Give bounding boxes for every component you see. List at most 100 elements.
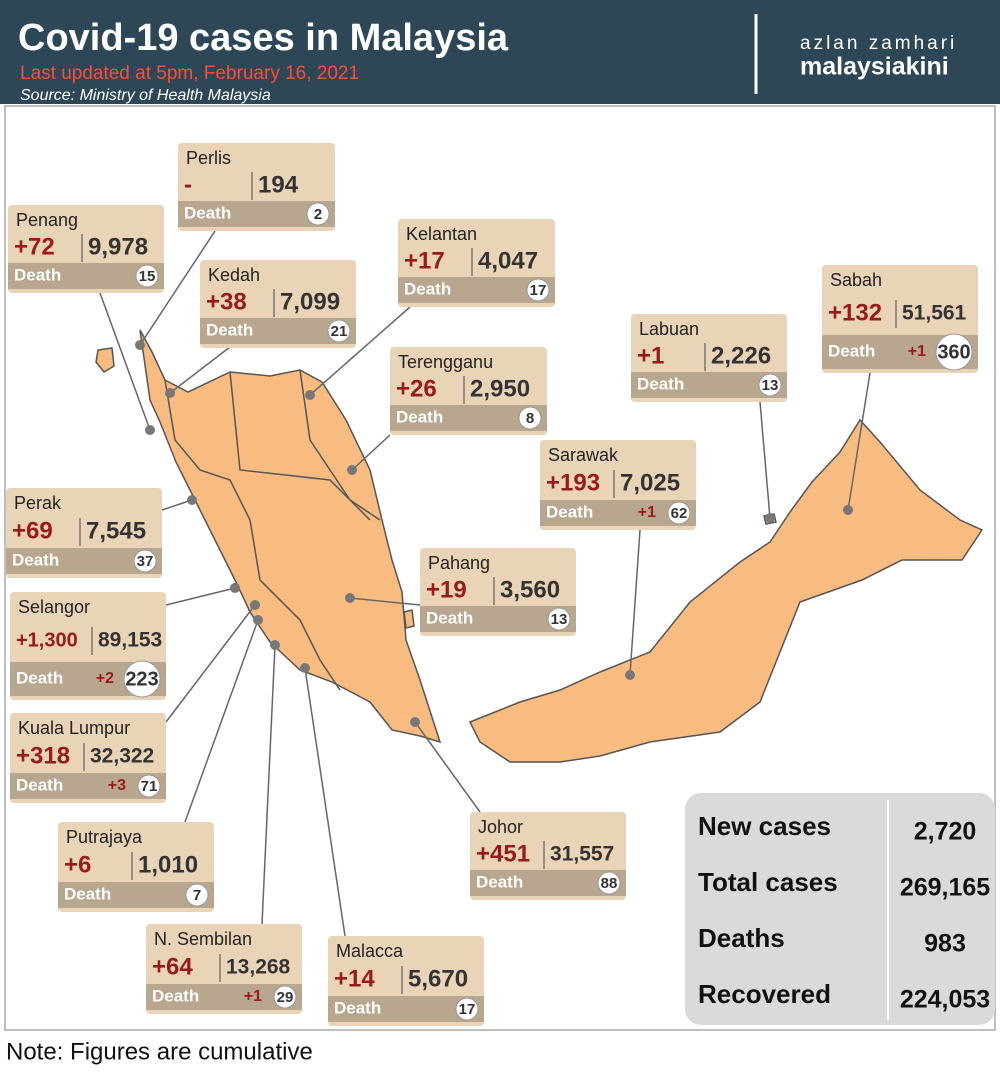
langkawi xyxy=(95,347,115,373)
frame xyxy=(4,105,996,1031)
death-label: Death xyxy=(396,407,443,426)
summary-value: 983 xyxy=(924,930,966,958)
source: Source: Ministry of Health Malaysia xyxy=(20,87,271,104)
title: Covid-19 cases in Malaysia xyxy=(18,17,509,59)
deaths: 88 xyxy=(601,875,618,892)
deaths: 62 xyxy=(671,505,688,522)
death-new: +2 xyxy=(96,670,114,687)
death-label: Death xyxy=(16,668,63,687)
location-dot xyxy=(765,513,775,523)
map xyxy=(95,329,984,763)
peninsular-malaysia xyxy=(139,329,442,744)
location-dot xyxy=(270,640,280,650)
state-name: Terengganu xyxy=(398,352,493,372)
leader-line xyxy=(759,401,771,519)
state-name: Penang xyxy=(16,210,78,230)
header-bar xyxy=(0,0,1000,104)
state-name: Sarawak xyxy=(548,445,619,465)
death-circle xyxy=(273,985,297,1009)
new-cases: +193 xyxy=(546,469,600,496)
leader-line xyxy=(349,597,421,606)
state-name: Malacca xyxy=(336,941,404,961)
new-cases: +19 xyxy=(426,576,467,603)
location-dot xyxy=(625,670,635,680)
total-cases: 31,557 xyxy=(550,843,614,866)
death-circle xyxy=(518,406,542,430)
state-name: Putrajaya xyxy=(66,827,143,847)
summary-label: Total cases xyxy=(698,867,838,897)
leader-line xyxy=(165,587,236,606)
total-cases: 4,047 xyxy=(478,247,538,274)
state-borders xyxy=(164,379,341,691)
death-new: +1 xyxy=(908,343,926,360)
note: Note: Figures are cumulative xyxy=(6,1038,313,1065)
state-name: Selangor xyxy=(18,597,90,617)
location-dot xyxy=(305,390,315,400)
total-cases: 5,670 xyxy=(408,965,468,992)
death-circle xyxy=(758,373,782,397)
deaths: 71 xyxy=(141,778,158,795)
death-circle xyxy=(185,883,209,907)
state-name: Johor xyxy=(478,817,523,837)
location-dot xyxy=(410,717,420,727)
state-borders xyxy=(299,369,381,521)
new-cases: +1 xyxy=(637,342,664,369)
deaths: 21 xyxy=(331,323,348,340)
death-circle xyxy=(327,319,351,343)
death-label: Death xyxy=(12,550,59,569)
subtitle: Last updated at 5pm, February 16, 2021 xyxy=(20,63,359,84)
new-cases: +451 xyxy=(476,840,530,867)
leader-line xyxy=(184,619,259,823)
leader-line xyxy=(169,346,231,394)
death-new: +3 xyxy=(108,777,126,794)
death-circle xyxy=(667,501,691,525)
state-name: Perak xyxy=(14,493,62,513)
location-dot xyxy=(135,340,145,350)
death-label: Death xyxy=(828,341,875,360)
new-cases: +14 xyxy=(334,965,375,992)
leader-line xyxy=(161,499,193,511)
death-label: Death xyxy=(152,986,199,1005)
location-dot xyxy=(843,505,853,515)
death-label: Death xyxy=(14,265,61,284)
leader-line xyxy=(309,306,411,396)
total-cases: 13,268 xyxy=(226,956,291,979)
tioman xyxy=(403,609,415,629)
leader-line xyxy=(629,529,641,676)
death-label: Death xyxy=(64,884,111,903)
new-cases: +69 xyxy=(12,517,53,544)
summary-value: 2,720 xyxy=(914,818,977,846)
east-malaysia xyxy=(468,418,984,763)
death-circle xyxy=(935,333,973,371)
location-dot xyxy=(230,583,240,593)
state-name: Kelantan xyxy=(406,224,477,244)
leader-line xyxy=(165,604,256,723)
total-cases: 7,099 xyxy=(280,288,340,315)
deaths: 2 xyxy=(314,206,322,223)
death-new: +1 xyxy=(638,504,656,521)
state-name: Pahang xyxy=(428,553,490,573)
location-dot xyxy=(187,495,197,505)
death-new: +1 xyxy=(244,988,262,1005)
state-name: Kuala Lumpur xyxy=(18,718,130,738)
state-name: Sabah xyxy=(830,270,882,290)
deaths: 7 xyxy=(193,887,201,904)
summary-label: Recovered xyxy=(698,979,831,1009)
location-dot xyxy=(300,663,310,673)
death-label: Death xyxy=(404,279,451,298)
deaths: 17 xyxy=(459,1001,476,1018)
death-label: Death xyxy=(426,608,473,627)
state-name: Kedah xyxy=(208,265,260,285)
death-circle xyxy=(137,774,161,798)
deaths: 13 xyxy=(762,377,779,394)
new-cases: +1,300 xyxy=(16,629,78,651)
state-name: Perlis xyxy=(186,148,231,168)
total-cases: 2,226 xyxy=(711,342,771,369)
deaths: 37 xyxy=(137,553,154,570)
total-cases: 9,978 xyxy=(88,233,148,260)
leader-line xyxy=(139,230,216,346)
new-cases: - xyxy=(184,171,192,198)
death-circle xyxy=(133,549,157,573)
death-label: Death xyxy=(206,320,253,339)
